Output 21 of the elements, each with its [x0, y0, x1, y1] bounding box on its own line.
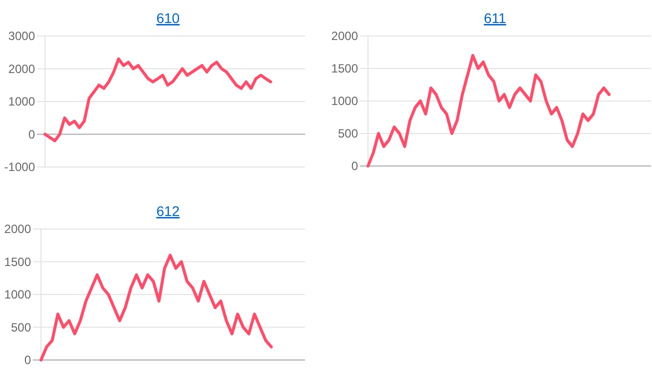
y-tick-label: 2000 — [4, 222, 32, 236]
chart-title: 611 — [484, 10, 506, 26]
y-tick-label: 0 — [28, 127, 36, 142]
chart-title: 610 — [156, 10, 180, 26]
y-tick-label: 1000 — [331, 94, 358, 108]
y-tick-label: 0 — [24, 353, 32, 368]
y-tick-label: 1500 — [331, 62, 358, 76]
y-tick-label: 500 — [338, 126, 358, 141]
y-tick-label: 2000 — [331, 29, 358, 44]
line-series — [366, 54, 611, 168]
line-series — [44, 57, 272, 142]
y-tick-label: 3000 — [8, 29, 36, 44]
y-tick-label: 1000 — [8, 94, 36, 109]
chart-title: 612 — [156, 203, 180, 219]
y-tick-label: 2000 — [8, 62, 36, 76]
y-tick-label: 1000 — [4, 288, 32, 302]
y-tick-label: 1500 — [4, 254, 32, 269]
line-series — [40, 254, 273, 362]
y-tick-label: -1000 — [4, 160, 36, 174]
y-tick-label: 0 — [351, 159, 358, 174]
y-tick-label: 500 — [10, 320, 32, 334]
